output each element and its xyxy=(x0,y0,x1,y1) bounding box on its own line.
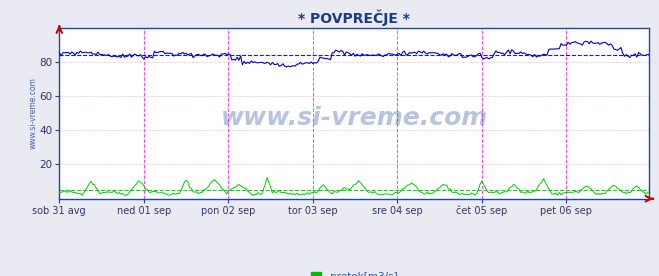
Title: * POVPREČJE *: * POVPREČJE * xyxy=(299,10,410,26)
Legend: pretok[m3/s], višina[cm]: pretok[m3/s], višina[cm] xyxy=(307,268,401,276)
Text: www.si-vreme.com: www.si-vreme.com xyxy=(221,106,488,130)
Y-axis label: www.si-vreme.com: www.si-vreme.com xyxy=(29,77,38,149)
